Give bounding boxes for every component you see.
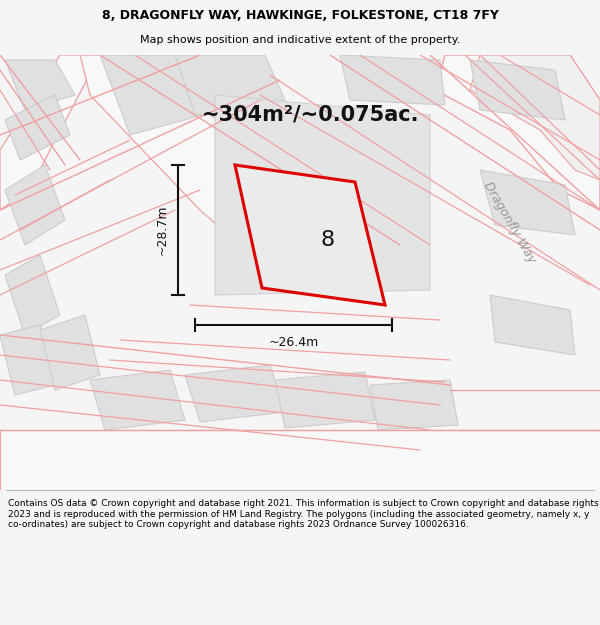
Polygon shape — [90, 370, 185, 430]
Polygon shape — [490, 295, 575, 355]
Text: 8: 8 — [320, 230, 334, 250]
Polygon shape — [40, 315, 100, 390]
Polygon shape — [470, 55, 600, 180]
Polygon shape — [100, 55, 220, 135]
Text: Dragonfly Way: Dragonfly Way — [481, 179, 539, 265]
Text: Contains OS data © Crown copyright and database right 2021. This information is : Contains OS data © Crown copyright and d… — [8, 499, 598, 529]
Polygon shape — [5, 95, 70, 160]
Polygon shape — [235, 165, 385, 305]
Polygon shape — [5, 60, 75, 110]
Polygon shape — [215, 95, 430, 295]
Text: Map shows position and indicative extent of the property.: Map shows position and indicative extent… — [140, 34, 460, 44]
Polygon shape — [370, 380, 458, 430]
Polygon shape — [5, 255, 60, 335]
Polygon shape — [0, 55, 100, 210]
Text: ~26.4m: ~26.4m — [268, 336, 319, 349]
Polygon shape — [175, 55, 285, 115]
Polygon shape — [470, 60, 565, 120]
Polygon shape — [275, 372, 375, 428]
Polygon shape — [5, 165, 65, 245]
Polygon shape — [185, 365, 285, 422]
Text: ~304m²/~0.075ac.: ~304m²/~0.075ac. — [201, 105, 419, 125]
Polygon shape — [340, 55, 445, 105]
Polygon shape — [435, 55, 600, 210]
Text: 8, DRAGONFLY WAY, HAWKINGE, FOLKESTONE, CT18 7FY: 8, DRAGONFLY WAY, HAWKINGE, FOLKESTONE, … — [101, 9, 499, 22]
Polygon shape — [0, 325, 55, 395]
Polygon shape — [80, 55, 350, 280]
Polygon shape — [480, 170, 575, 235]
Text: ~28.7m: ~28.7m — [155, 205, 169, 255]
Polygon shape — [0, 430, 600, 490]
